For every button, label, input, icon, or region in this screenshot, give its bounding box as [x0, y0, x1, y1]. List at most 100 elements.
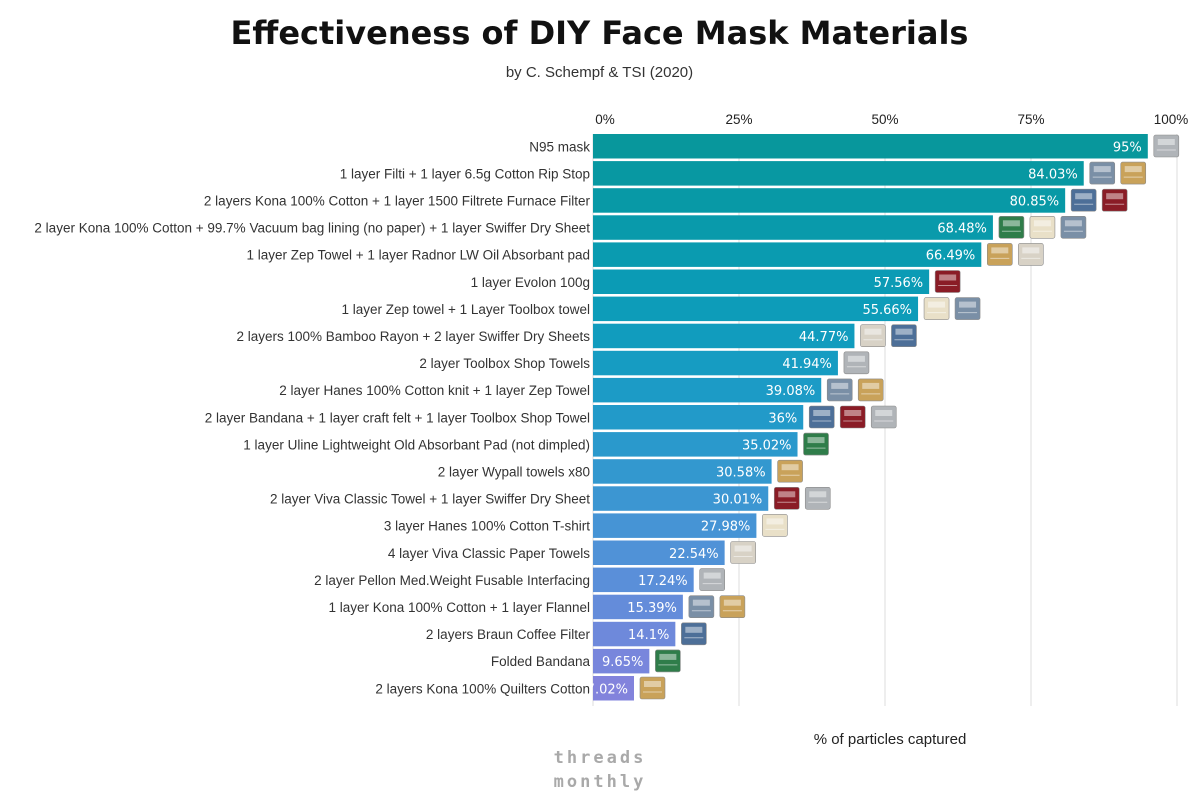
category-label: 2 layer Pellon Med.Weight Fusable Interf… — [314, 573, 590, 588]
absorbent-pad-icon — [803, 432, 829, 456]
n95-respirator-icon — [1153, 134, 1180, 158]
x-tick-label: 0% — [595, 112, 615, 127]
category-label: 2 layers Kona 100% Quilters Cotton — [375, 681, 590, 696]
value-label: 15.39% — [627, 601, 677, 616]
cotton-tshirt-icon — [762, 514, 788, 537]
category-label: 4 layer Viva Classic Paper Towels — [388, 546, 590, 561]
value-label: 7.02% — [587, 682, 628, 697]
watermark-line-1: threads — [553, 748, 647, 768]
value-label: 35.02% — [742, 438, 792, 453]
x-tick-label: 100% — [1154, 112, 1189, 127]
bamboo-rayon-fabric-icon — [860, 324, 886, 348]
toolbox-towel-box-icon — [954, 297, 981, 320]
flannel-fabric-icon — [688, 595, 715, 619]
bar — [593, 513, 757, 538]
interfacing-roll-icon — [699, 568, 725, 591]
category-label: 2 layer Kona 100% Cotton + 99.7% Vacuum … — [34, 221, 590, 236]
category-label: 2 layers Kona 100% Cotton + 1 layer 1500… — [204, 193, 591, 208]
zep-towel-pack-icon — [826, 378, 853, 402]
x-axis-label: % of particles captured — [813, 731, 967, 748]
category-label: N95 mask — [529, 139, 590, 154]
swiffer-box-icon — [804, 486, 831, 510]
bar — [593, 648, 650, 674]
bar — [593, 350, 838, 376]
bandana-icon — [808, 405, 835, 429]
value-label: 55.66% — [862, 303, 912, 318]
toolbox-towel-box-icon — [843, 351, 870, 375]
category-label: 2 layer Toolbox Shop Towels — [419, 356, 590, 371]
swiffer-box-icon — [891, 324, 917, 348]
bandana-icon — [655, 649, 681, 673]
bar — [593, 459, 772, 484]
category-label: 1 layer Kona 100% Cotton + 1 layer Flann… — [328, 600, 590, 615]
kona-cotton-fabric-icon — [998, 216, 1025, 239]
x-axis-ticks: 0% 25% 50% 75% 100% — [595, 112, 1188, 127]
kona-cotton-fabric-icon — [719, 595, 746, 619]
category-label: Folded Bandana — [491, 654, 591, 669]
watermark-logo: threads monthly — [540, 746, 660, 794]
value-label: 36% — [768, 411, 797, 426]
chart-title: Effectiveness of DIY Face Mask Materials — [230, 14, 969, 52]
category-label: 1 layer Zep towel + 1 Layer Toolbox towe… — [341, 302, 590, 317]
bar — [593, 188, 1066, 213]
evolon-cloth-icon — [934, 270, 961, 293]
bar — [593, 567, 694, 593]
swiffer-box-icon — [1029, 216, 1056, 239]
category-label: 2 layers Braun Coffee Filter — [426, 627, 591, 642]
bar — [593, 621, 676, 647]
category-label: 1 layer Zep Towel + 1 layer Radnor LW Oi… — [246, 248, 590, 263]
category-label: 1 layer Evolon 100g — [471, 275, 590, 290]
viva-paper-towel-icon — [773, 486, 800, 510]
zep-towel-pack-icon — [987, 243, 1013, 266]
bar — [593, 161, 1084, 186]
bar — [593, 242, 982, 267]
bars: N95 mask 95% 1 layer Filti + 1 layer 6.5g … — [34, 134, 1148, 701]
category-label: 3 layer Hanes 100% Cotton T-shirt — [384, 519, 590, 534]
coffee-filter-icon — [681, 622, 707, 646]
category-label: 2 layer Hanes 100% Cotton knit + 1 layer… — [279, 383, 590, 398]
bar — [593, 486, 769, 511]
bar — [593, 594, 683, 620]
category-label: 1 layer Uline Lightweight Old Absorbant … — [243, 437, 590, 452]
value-label: 84.03% — [1028, 167, 1078, 182]
category-label: 1 layer Filti + 1 layer 6.5g Cotton Rip … — [340, 166, 590, 181]
bar — [593, 540, 725, 565]
kona-cotton-fabric-icon — [639, 676, 666, 700]
bar — [593, 676, 634, 701]
bar — [593, 323, 855, 349]
value-label: 68.48% — [937, 222, 987, 237]
value-label: 57.56% — [874, 276, 924, 291]
rip-stop-fabric-icon — [1120, 161, 1147, 185]
bar — [593, 377, 822, 403]
wypall-box-icon — [777, 459, 803, 483]
filtrete-filter-box-icon — [1101, 188, 1128, 212]
category-label: 2 layers 100% Bamboo Rayon + 2 layer Swi… — [236, 329, 590, 344]
chart-subtitle: by C. Schempf & TSI (2020) — [505, 64, 694, 81]
x-tick-label: 75% — [1017, 112, 1044, 127]
bar — [593, 432, 798, 457]
cotton-tshirt-icon — [857, 378, 884, 402]
bar — [593, 134, 1148, 159]
kona-cotton-fabric-icon — [1070, 188, 1097, 212]
value-label: 30.01% — [713, 493, 763, 508]
value-label: 39.08% — [766, 384, 816, 399]
value-label: 95% — [1113, 140, 1142, 155]
zep-towel-pack-icon — [923, 297, 950, 320]
watermark-line-2: monthly — [553, 772, 647, 792]
value-label: 27.98% — [701, 520, 751, 535]
material-icons — [639, 134, 1180, 700]
value-label: 80.85% — [1010, 194, 1060, 209]
toolbox-towel-box-icon — [870, 405, 897, 429]
x-tick-label: 50% — [871, 112, 898, 127]
value-label: 9.65% — [602, 655, 643, 670]
bar — [593, 405, 804, 430]
absorbent-pad-icon — [1018, 243, 1044, 266]
value-label: 41.94% — [782, 357, 832, 372]
value-label: 17.24% — [638, 574, 688, 589]
bar — [593, 269, 930, 294]
bar — [593, 296, 919, 322]
x-tick-label: 25% — [725, 112, 752, 127]
value-label: 30.58% — [716, 465, 766, 480]
value-label: 14.1% — [628, 628, 669, 643]
